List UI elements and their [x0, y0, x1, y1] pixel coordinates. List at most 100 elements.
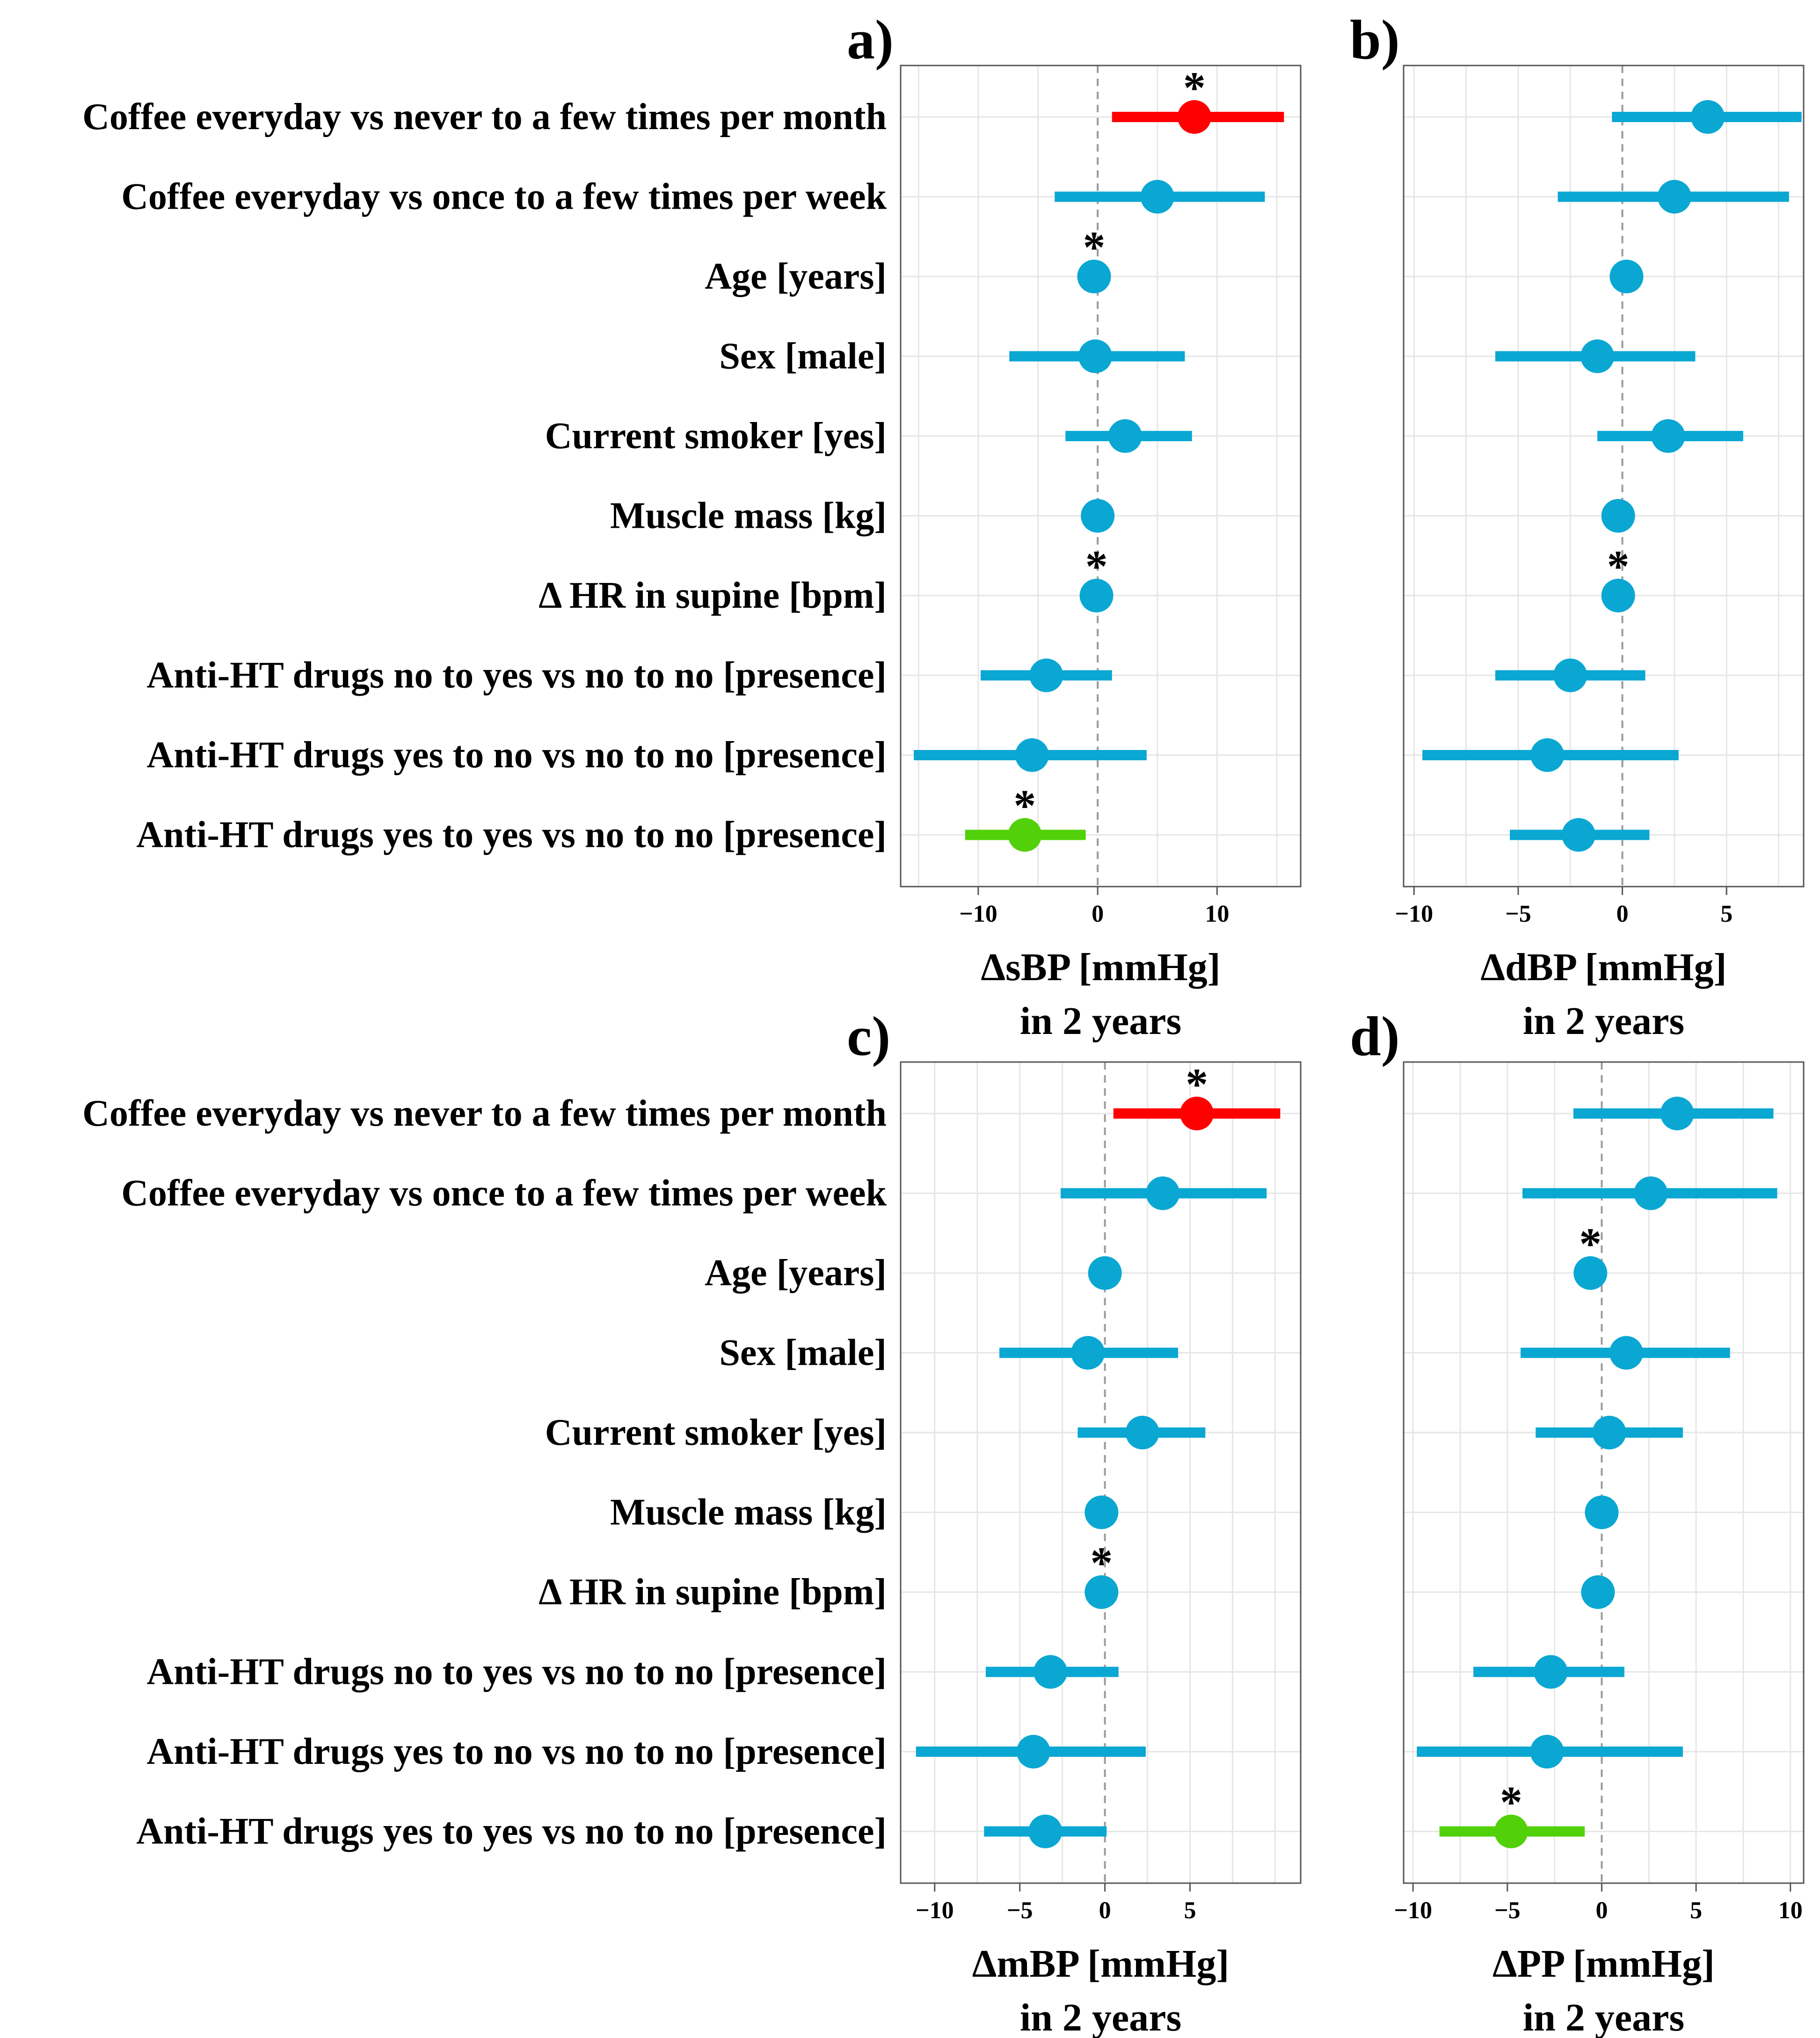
plot-frame: [1403, 1061, 1805, 1884]
panel-c: c) * Coffee everyday vs never to a few tim…: [82, 1005, 1302, 2038]
plot-frame: [900, 1061, 1302, 1884]
significance-star: *: [1083, 222, 1105, 272]
significance-star: *: [1090, 1538, 1113, 1588]
estimate-point: [1079, 579, 1114, 612]
panel-letter: b): [1350, 8, 1400, 71]
x-tick-label: 10: [1205, 901, 1229, 927]
x-tick-label: 0: [1595, 1897, 1608, 1924]
estimate-point: [1585, 1495, 1619, 1529]
row-label: Coffee everyday vs once to a few times p…: [121, 176, 887, 218]
x-tick-label: −10: [916, 1897, 954, 1924]
x-tick-label: −5: [1505, 901, 1531, 927]
estimate-point: [1081, 499, 1115, 533]
significance-star: *: [1607, 541, 1630, 591]
estimate-point: [1015, 738, 1049, 772]
estimate-point: [1494, 1814, 1528, 1849]
x-tick-label: 5: [1690, 1897, 1702, 1924]
row-label: Sex [male]: [719, 1332, 887, 1374]
estimate-point: [1088, 1256, 1122, 1290]
row-label: Muscle mass [kg]: [610, 495, 887, 537]
estimate-point: [1601, 499, 1635, 533]
x-tick-label: 0: [1092, 901, 1104, 927]
x-tick-label: 0: [1616, 901, 1629, 927]
estimate-point: [1691, 100, 1725, 134]
panel-letter: d): [1350, 1005, 1400, 1067]
estimate-point: [1573, 1256, 1608, 1290]
estimate-point: [1108, 419, 1142, 453]
x-tick-label: −5: [1007, 1897, 1033, 1924]
estimate-point: [1028, 1814, 1063, 1849]
panel-b: b) * −10 −5 0 5 ΔdBP [mmHg] in 2 years: [1350, 8, 1805, 1043]
estimate-point: [1180, 1097, 1214, 1130]
row-label: Sex [male]: [719, 336, 887, 377]
x-tick-label: −10: [1394, 1897, 1432, 1924]
row-label: Coffee everyday vs once to a few times p…: [121, 1173, 887, 1214]
estimate-point: [1660, 1097, 1694, 1130]
row-label: Δ HR in supine [bpm]: [539, 1572, 887, 1613]
plot-frame: [1403, 65, 1805, 888]
estimate-point: [1125, 1416, 1159, 1449]
row-label: Anti-HT drugs no to yes vs no to no [pre…: [146, 655, 887, 696]
panel-letter: c): [847, 1005, 890, 1067]
estimate-point: [1634, 1176, 1668, 1210]
x-axis-title: ΔPP [mmHg]: [1492, 1942, 1715, 1986]
panel-letter: a): [847, 8, 894, 71]
estimate-point: [1016, 1735, 1050, 1769]
estimate-point: [1562, 818, 1596, 852]
x-tick-label: 5: [1184, 1897, 1196, 1924]
estimate-point: [1008, 818, 1042, 852]
significance-star: *: [1186, 1059, 1208, 1109]
significance-star: *: [1183, 63, 1206, 113]
significance-star: *: [1013, 781, 1036, 831]
estimate-point: [1077, 260, 1111, 293]
estimate-point: [1530, 1735, 1564, 1769]
estimate-point: [1177, 100, 1211, 134]
significance-star: *: [1085, 541, 1108, 591]
x-axis-title: ΔmBP [mmHg]: [972, 1942, 1230, 1986]
estimate-point: [1034, 1655, 1068, 1689]
row-label: Anti-HT drugs yes to yes vs no to no [pr…: [136, 1811, 887, 1852]
row-label: Coffee everyday vs never to a few times …: [82, 1093, 887, 1134]
x-tick-label: 0: [1099, 1897, 1111, 1924]
significance-star: *: [1579, 1219, 1602, 1269]
estimate-point: [1580, 339, 1615, 373]
panel-a: a) * Coffee everyday vs never to a few tim…: [82, 8, 1302, 1043]
estimate-point: [1530, 738, 1565, 772]
x-axis-title: in 2 years: [1020, 1996, 1181, 2038]
estimate-point: [1146, 1176, 1180, 1210]
estimate-point: [1601, 579, 1635, 612]
row-label: Coffee everyday vs never to a few times …: [82, 96, 887, 138]
row-label: Age [years]: [705, 256, 887, 297]
row-label: Anti-HT drugs no to yes vs no to no [pre…: [146, 1652, 887, 1693]
row-label: Age [years]: [705, 1252, 887, 1294]
plot-frame: [900, 65, 1302, 888]
estimate-point: [1657, 180, 1691, 214]
row-label: Anti-HT drugs yes to no vs no to no [pre…: [146, 735, 887, 776]
x-axis-title: in 2 years: [1523, 999, 1684, 1043]
row-label: Current smoker [yes]: [545, 415, 887, 457]
estimate-point: [1581, 1575, 1615, 1609]
estimate-point: [1078, 339, 1113, 373]
panel-d: d) * * −10 −5 0 5 10 ΔPP [mmHg] in 2 years: [1350, 1005, 1805, 2038]
row-label: Anti-HT drugs yes to yes vs no to no [pr…: [136, 815, 887, 856]
estimate-point: [1029, 658, 1063, 692]
row-label: Δ HR in supine [bpm]: [539, 575, 887, 616]
estimate-point: [1592, 1416, 1626, 1449]
x-axis-title: in 2 years: [1020, 999, 1181, 1043]
estimate-point: [1651, 419, 1685, 453]
row-label: Anti-HT drugs yes to no vs no to no [pre…: [146, 1731, 887, 1772]
estimate-point: [1534, 1655, 1568, 1689]
row-label: Current smoker [yes]: [545, 1412, 887, 1453]
x-axis-title: ΔdBP [mmHg]: [1480, 946, 1726, 989]
x-tick-label: 10: [1778, 1897, 1803, 1924]
significance-star: *: [1500, 1777, 1522, 1827]
x-tick-label: −10: [1395, 901, 1433, 927]
estimate-point: [1140, 180, 1174, 214]
estimate-point: [1085, 1495, 1119, 1529]
x-tick-label: −10: [959, 901, 997, 927]
estimate-point: [1553, 658, 1587, 692]
estimate-point: [1609, 260, 1644, 293]
x-axis-title: in 2 years: [1523, 1996, 1684, 2038]
estimate-point: [1071, 1336, 1105, 1370]
estimate-point: [1609, 1336, 1643, 1370]
